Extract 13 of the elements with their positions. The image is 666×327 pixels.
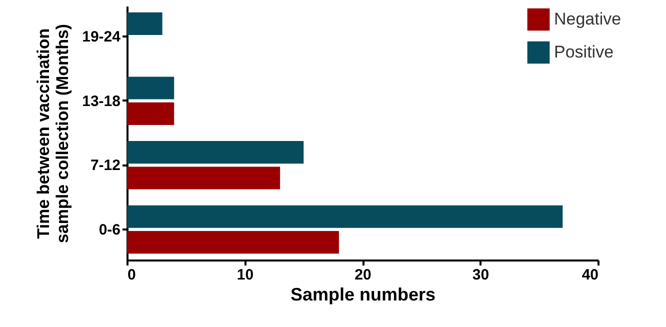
y-tick-label: 19-24 bbox=[82, 28, 122, 46]
y-tick-label: 0-6 bbox=[98, 221, 120, 238]
x-tick-label: 10 bbox=[236, 266, 254, 284]
y-tick-label: 13-18 bbox=[82, 92, 120, 110]
x-axis-title: Sample numbers bbox=[290, 284, 436, 304]
x-tick-label: 20 bbox=[354, 266, 372, 284]
y-axis-title: Time between vaccination sample collection (Months) bbox=[34, 24, 72, 244]
legend-label: Negative bbox=[554, 10, 622, 28]
y-tick-label: 7-12 bbox=[90, 157, 120, 174]
x-tick-label: 0 bbox=[128, 266, 136, 284]
x-tick-label: 30 bbox=[472, 266, 490, 284]
x-tick-label: 40 bbox=[582, 266, 598, 284]
legend-label: Positive bbox=[554, 42, 614, 62]
